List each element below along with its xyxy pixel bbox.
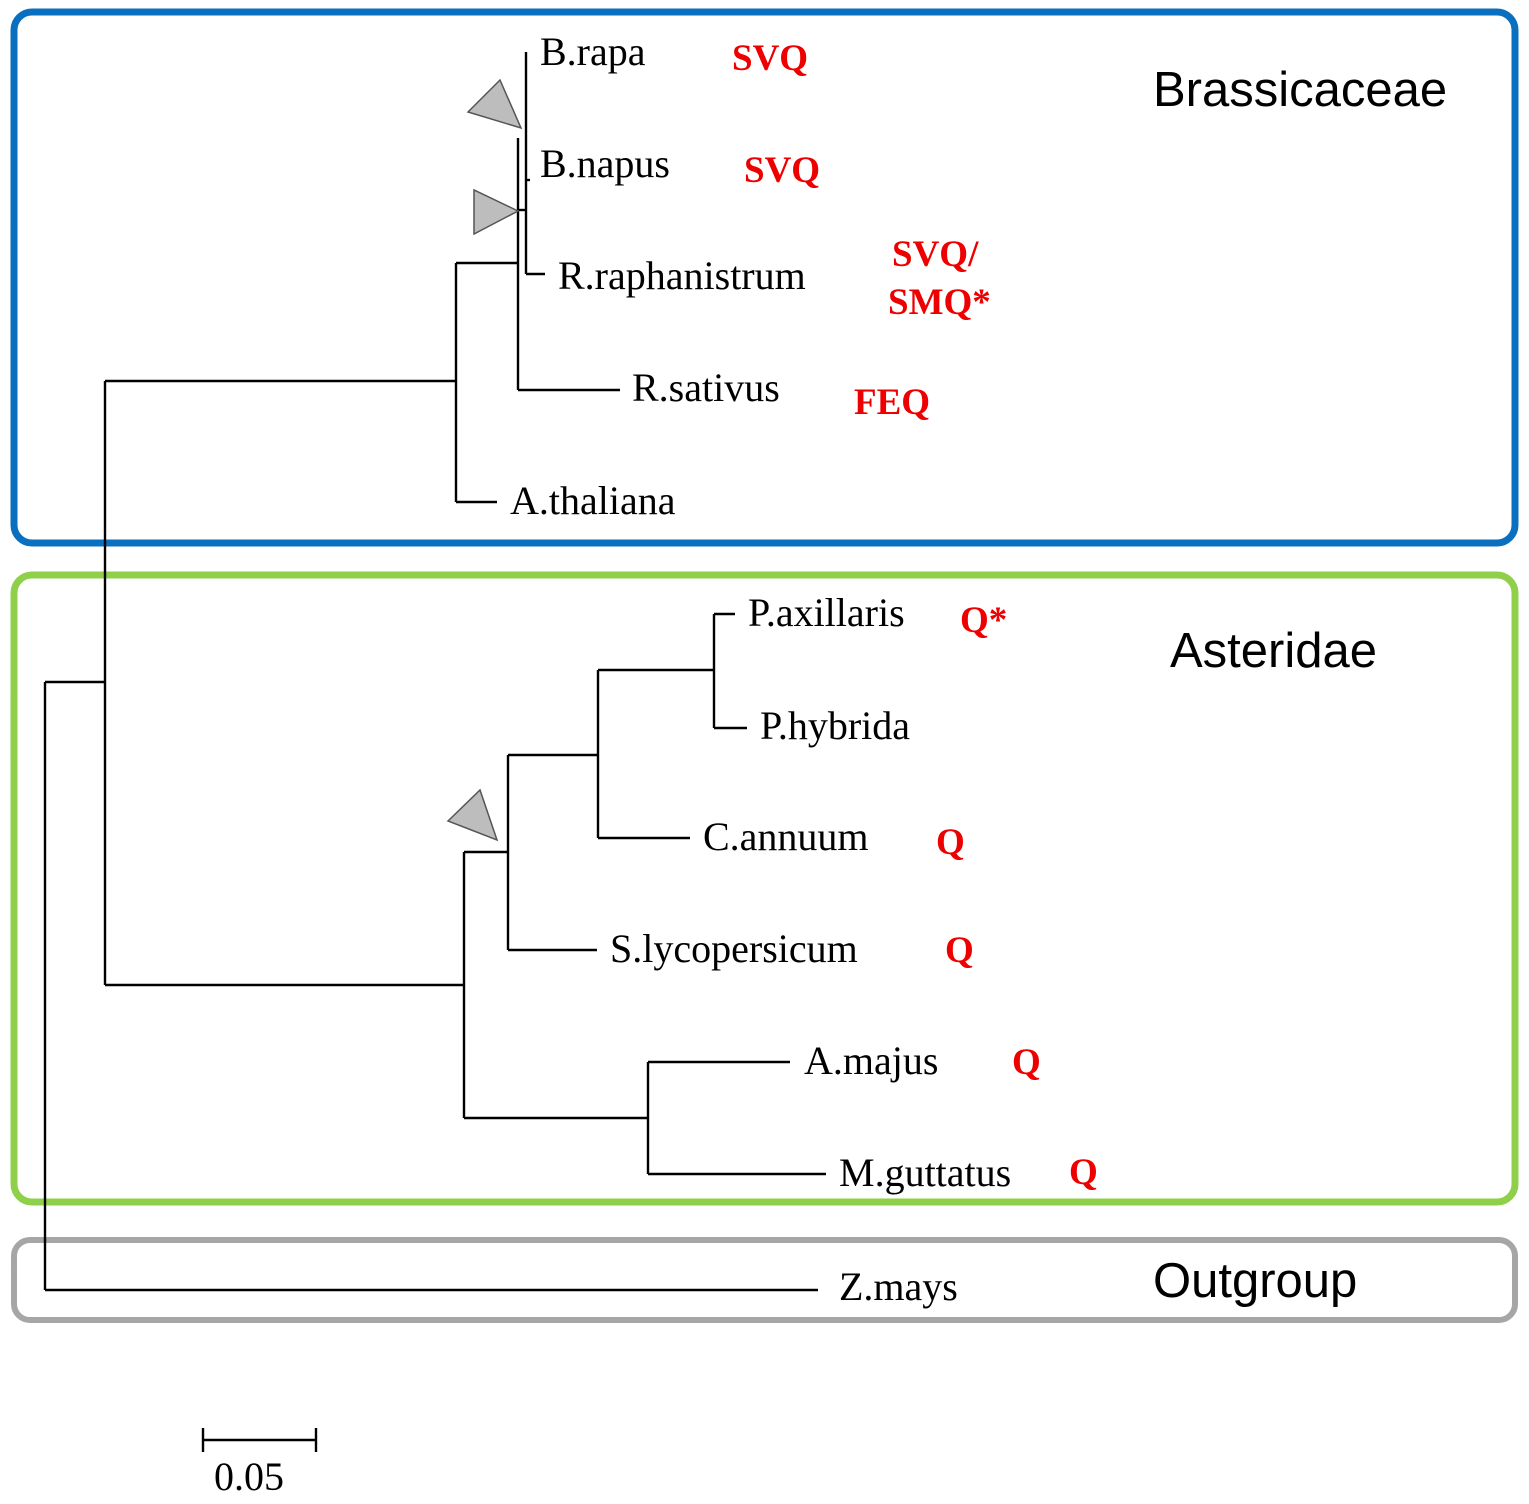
outgroup-label: Outgroup — [1153, 1254, 1357, 1308]
asteridae-label: Asteridae — [1170, 624, 1377, 678]
motif-b-napus: SVQ — [744, 150, 820, 191]
taxon-r-sativus: R.sativus — [632, 365, 780, 410]
motif-r-sativus: FEQ — [854, 382, 930, 423]
motif-r-raphanistrum-line2: SMQ* — [888, 282, 991, 323]
motif-r-raphanistrum-line1: SVQ/ — [892, 234, 979, 275]
asteridae-box — [10, 571, 1519, 1206]
taxon-b-rapa: B.rapa — [540, 29, 646, 74]
taxon-a-thaliana: A.thaliana — [510, 478, 676, 523]
motif-b-rapa: SVQ — [732, 38, 808, 79]
motif-a-majus: Q — [1012, 1042, 1041, 1083]
taxon-z-mays: Z.mays — [839, 1264, 958, 1309]
taxon-s-lycopersicum: S.lycopersicum — [610, 926, 858, 971]
motif-s-lycopersicum: Q — [945, 930, 974, 971]
motif-m-guttatus: Q — [1069, 1152, 1098, 1193]
taxon-a-majus: A.majus — [804, 1038, 938, 1083]
motif-c-annuum: Q — [936, 822, 965, 863]
scale-bar-label: 0.05 — [214, 1454, 284, 1499]
taxon-p-axillaris: P.axillaris — [748, 590, 905, 635]
outgroup-box — [11, 1237, 1518, 1323]
motif-p-axillaris: Q* — [960, 600, 1007, 641]
scale-bar: 0.05 — [201, 1428, 318, 1499]
triangle-marker-solanaceae — [446, 788, 499, 842]
taxon-m-guttatus: M.guttatus — [839, 1150, 1011, 1195]
triangle-marker-brassica-lower — [473, 188, 520, 236]
brassicaceae-label: Brassicaceae — [1153, 63, 1447, 117]
taxon-r-raphanistrum: R.raphanistrum — [558, 253, 806, 298]
taxon-p-hybrida: P.hybrida — [760, 703, 910, 748]
taxon-b-napus: B.napus — [540, 141, 670, 186]
tree-branches — [43, 52, 826, 1292]
taxon-c-annuum: C.annuum — [703, 814, 869, 859]
brassicaceae-box — [10, 8, 1519, 547]
triangle-marker-brassica-upper — [466, 78, 523, 130]
